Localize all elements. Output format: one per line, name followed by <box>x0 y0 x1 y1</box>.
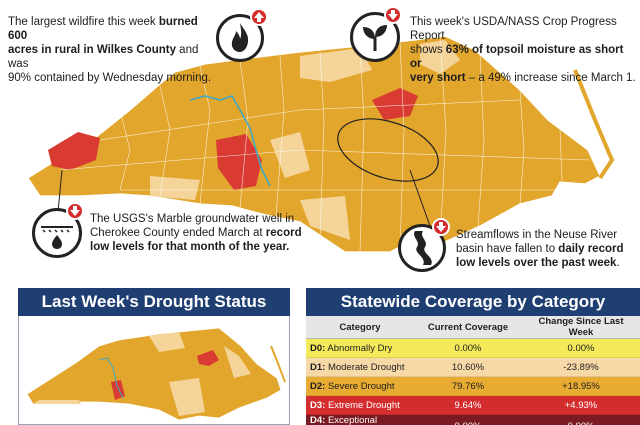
coverage-table: Category Current Coverage Change Since L… <box>306 316 640 425</box>
change-cell: +4.93% <box>522 395 640 415</box>
extreme-area-west <box>48 132 100 170</box>
arrow-down-icon <box>432 218 450 236</box>
category-cell: D0: Abnormally Dry <box>306 338 414 358</box>
extreme-area-central <box>216 134 262 190</box>
table-row: D0: Abnormally Dry 0.00% 0.00% <box>306 338 640 358</box>
wildfire-text-1: The largest wildfire this week <box>8 16 159 28</box>
change-cell: -23.89% <box>522 357 640 377</box>
current-coverage-cell: 9.64% <box>414 395 522 415</box>
moderate-area-west <box>150 176 200 200</box>
streamflow-text-1: Streamflows in the Neuse River <box>456 229 618 241</box>
arrow-up-icon <box>250 8 268 26</box>
groundwater-callout: The USGS's Marble groundwater well in Ch… <box>90 212 305 254</box>
moderate-area-northeast <box>420 40 460 74</box>
table-row: D2: Severe Drought 79.76% +18.95% <box>306 376 640 396</box>
table-row: D3: Extreme Drought 9.64% +4.93% <box>306 395 640 415</box>
crop-callout: This week's USDA/NASS Crop Progress Repo… <box>410 15 638 85</box>
moderate-area-south <box>300 196 350 240</box>
category-label: Severe Drought <box>325 380 395 392</box>
moderate-area-central <box>270 132 310 178</box>
last-week-title: Last Week's Drought Status <box>18 288 290 316</box>
category-code: D1: <box>310 361 326 373</box>
change-cell: 0.00% <box>522 338 640 358</box>
current-coverage-cell: 0.00% <box>414 414 522 425</box>
groundwater-text-1: The USGS's Marble groundwater well in <box>90 213 295 225</box>
coverage-header-row: Category Current Coverage Change Since L… <box>306 316 640 339</box>
groundwater-text-2: Cherokee County ended March at <box>90 227 266 239</box>
arrow-down-icon <box>66 202 84 220</box>
category-code: D2: <box>310 380 326 392</box>
crop-text-2-bold: 63% of topsoil moisture as short or <box>410 44 624 70</box>
table-row: D1: Moderate Drought 10.60% -23.89% <box>306 357 640 377</box>
coverage-title: Statewide Coverage by Category <box>306 288 640 316</box>
neuse-basin-outline <box>337 118 439 182</box>
category-cell: D1: Moderate Drought <box>306 357 414 377</box>
crop-text-1: This week's USDA/NASS Crop Progress Repo… <box>410 16 617 42</box>
county-lines <box>59 37 591 253</box>
category-label: Exceptional Drought <box>327 415 378 425</box>
crop-text-2: shows <box>410 44 446 56</box>
moderate-area-north <box>300 48 372 82</box>
extreme-area-north <box>372 88 418 120</box>
streamflow-text-3-bold: low levels over the past week <box>456 257 617 269</box>
header-change: Change Since Last Week <box>522 316 640 339</box>
crop-text-3: – a 49% increase since March 1. <box>465 72 636 84</box>
wildfire-text-2-bold: acres in rural in Wilkes County <box>8 44 176 56</box>
change-cell: +18.95% <box>522 376 640 396</box>
category-label: Abnormally Dry <box>325 342 393 354</box>
drought-map: The largest wildfire this week burned 60… <box>8 6 638 272</box>
fire-icon <box>216 14 264 62</box>
streamflow-text-2-bold: daily record <box>558 243 624 255</box>
streamflow-text-2: basin have fallen to <box>456 243 559 255</box>
arrow-down-icon <box>384 6 402 24</box>
north-carolina-drought-map <box>27 35 615 253</box>
current-coverage-cell: 79.76% <box>414 376 522 396</box>
change-cell: 0.00% <box>522 414 640 425</box>
header-category: Category <box>306 316 414 339</box>
crop-text-3-bold: very short <box>410 72 466 84</box>
wildfire-text-1-bold: burned 600 <box>8 16 198 42</box>
groundwater-text-3-bold: low levels for that month of the year. <box>90 241 290 253</box>
category-label: Extreme Drought <box>325 399 400 411</box>
category-code: D4: <box>310 415 326 425</box>
category-cell: D3: Extreme Drought <box>306 395 414 415</box>
leader-line-groundwater <box>57 169 63 213</box>
category-cell: D4: Exceptional Drought <box>306 414 414 425</box>
category-cell: D2: Severe Drought <box>306 376 414 396</box>
outer-banks <box>573 69 615 180</box>
category-code: D0: <box>310 342 326 354</box>
wildfire-callout: The largest wildfire this week burned 60… <box>8 15 218 85</box>
wildfire-text-2: and was <box>8 44 199 70</box>
groundwater-well-icon <box>32 208 82 258</box>
river-line <box>189 95 271 187</box>
header-current-coverage: Current Coverage <box>414 316 522 339</box>
wildfire-text-3: 90% contained by Wednesday morning. <box>8 72 212 84</box>
last-week-drought-map <box>26 327 286 421</box>
river-icon <box>398 224 446 272</box>
current-coverage-cell: 10.60% <box>414 357 522 377</box>
category-label: Moderate Drought <box>325 361 405 373</box>
category-code: D3: <box>310 399 326 411</box>
state-shape <box>27 35 601 253</box>
leader-line-streamflow <box>409 169 431 227</box>
groundwater-text-2-bold: record <box>265 227 302 239</box>
streamflow-text-3: . <box>616 257 620 269</box>
table-row: D4: Exceptional Drought 0.00% 0.00% <box>306 414 640 425</box>
streamflow-callout: Streamflows in the Neuse River basin hav… <box>456 228 638 270</box>
last-week-map <box>18 316 290 425</box>
current-coverage-cell: 0.00% <box>414 338 522 358</box>
